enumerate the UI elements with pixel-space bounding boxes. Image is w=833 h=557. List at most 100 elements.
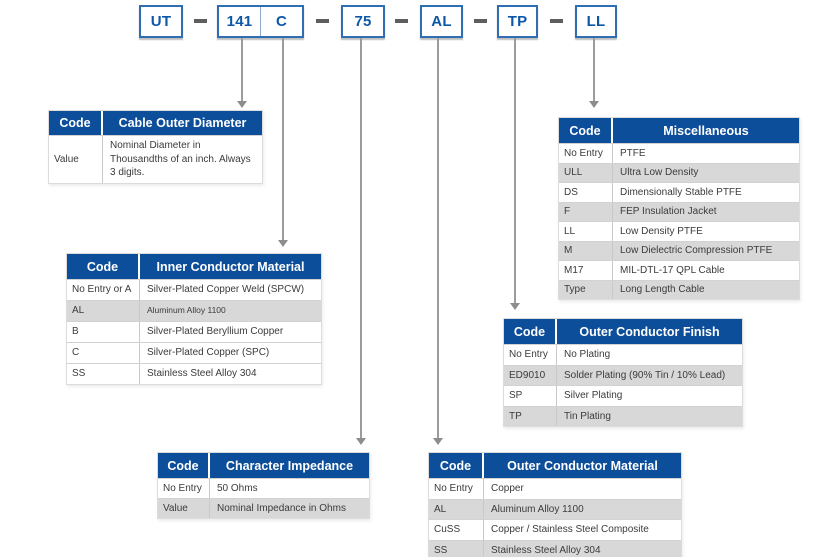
table-row: SS Stainless Steel Alloy 304 xyxy=(429,539,681,557)
desc-cell: Silver-Plated Copper Weld (SPCW) xyxy=(147,284,305,296)
part-code-label: LL xyxy=(586,13,606,30)
code-cell: DS xyxy=(559,183,613,202)
table-row: CuSS Copper / Stainless Steel Composite xyxy=(429,519,681,540)
table-header: Code Outer Conductor Finish xyxy=(504,319,742,344)
desc-cell: Aluminum Alloy 1100 xyxy=(147,305,226,316)
arrow-down-icon xyxy=(510,303,520,310)
table-row: AL Aluminum Alloy 1100 xyxy=(67,300,321,321)
table-cable-outer-diameter: Code Cable Outer Diameter Value Nominal … xyxy=(48,110,263,184)
code-cell: No Entry xyxy=(158,479,210,498)
desc-cell: Low Dielectric Compression PTFE xyxy=(620,245,773,256)
table-header: Code Inner Conductor Material xyxy=(67,254,321,279)
table-title: Miscellaneous xyxy=(663,123,749,138)
table-row: C Silver-Plated Copper (SPC) xyxy=(67,342,321,363)
table-row: LL Low Density PTFE xyxy=(559,221,799,241)
table-row: M17 MIL-DTL-17 QPL Cable xyxy=(559,260,799,280)
desc-cell: Silver-Plated Copper (SPC) xyxy=(147,347,270,359)
code-column-header: Code xyxy=(429,453,484,478)
code-cell: No Entry or A xyxy=(67,280,140,300)
desc-cell: Tin Plating xyxy=(564,410,611,422)
code-cell: Value xyxy=(49,136,103,183)
code-column-header: Code xyxy=(158,453,210,478)
desc-cell: Silver-Plated Beryllium Copper xyxy=(147,326,284,338)
table-row: DS Dimensionally Stable PTFE xyxy=(559,182,799,202)
code-cell: SS xyxy=(67,364,140,384)
code-cell: CuSS xyxy=(429,520,484,540)
table-row: M Low Dielectric Compression PTFE xyxy=(559,240,799,260)
table-outer-conductor-finish: Code Outer Conductor Finish No Entry No … xyxy=(503,318,743,427)
connector-line-ll xyxy=(593,38,595,101)
table-row: No Entry PTFE xyxy=(559,143,799,163)
code-cell: TP xyxy=(504,406,557,426)
table-row: SP Silver Plating xyxy=(504,385,742,406)
table-row: No Entry Copper xyxy=(429,478,681,499)
part-code-label: 141 xyxy=(226,13,253,30)
part-code-box-ll: LL xyxy=(575,5,617,38)
code-cell: AL xyxy=(429,499,484,519)
part-code-label: TP xyxy=(507,13,528,30)
table-character-impedance: Code Character Impedance No Entry 50 Ohm… xyxy=(157,452,370,519)
desc-cell: Nominal Impedance in Ohms xyxy=(217,502,346,514)
arrow-down-icon xyxy=(433,438,443,445)
code-cell: ED9010 xyxy=(504,365,557,385)
table-row: No Entry or A Silver-Plated Copper Weld … xyxy=(67,279,321,300)
table-inner-conductor-material: Code Inner Conductor Material No Entry o… xyxy=(66,253,322,385)
table-row: F FEP Insulation Jacket xyxy=(559,201,799,221)
code-cell: No Entry xyxy=(429,479,484,499)
desc-cell: MIL-DTL-17 QPL Cable xyxy=(620,264,725,276)
connector-line-tp xyxy=(514,38,516,303)
table-outer-conductor-material: Code Outer Conductor Material No Entry C… xyxy=(428,452,682,557)
desc-cell: Silver Plating xyxy=(564,390,623,401)
table-row: Value Nominal Impedance in Ohms xyxy=(158,498,369,518)
desc-cell: Solder Plating (90% Tin / 10% Lead) xyxy=(564,369,726,381)
table-row: TP Tin Plating xyxy=(504,405,742,426)
desc-cell: Dimensionally Stable PTFE xyxy=(620,186,742,198)
code-cell: ULL xyxy=(559,163,613,182)
table-row: No Entry No Plating xyxy=(504,344,742,365)
desc-cell: Ultra Low Density xyxy=(620,167,699,178)
table-header: Code Miscellaneous xyxy=(559,118,799,143)
arrow-down-icon xyxy=(356,438,366,445)
table-header: Code Cable Outer Diameter xyxy=(49,111,262,135)
desc-cell: 50 Ohms xyxy=(217,482,258,494)
code-cell: No Entry xyxy=(559,144,613,163)
part-code-box-tp: TP xyxy=(497,5,538,38)
code-cell: LL xyxy=(559,222,613,241)
part-code-label: C xyxy=(260,7,302,36)
desc-cell: No Plating xyxy=(564,349,611,360)
table-row: AL Aluminum Alloy 1100 xyxy=(429,498,681,519)
dash-icon xyxy=(316,19,329,23)
code-column-header: Code xyxy=(559,118,613,143)
code-column-header: Code xyxy=(49,111,103,135)
table-title: Character Impedance xyxy=(225,458,354,473)
code-cell: M17 xyxy=(559,261,613,280)
code-cell: SS xyxy=(429,540,484,557)
connector-line-c xyxy=(282,38,284,240)
code-cell: Value xyxy=(158,499,210,518)
code-cell: No Entry xyxy=(504,345,557,365)
arrow-down-icon xyxy=(278,240,288,247)
dash-icon xyxy=(474,19,487,23)
table-title: Outer Conductor Finish xyxy=(579,324,720,339)
arrow-down-icon xyxy=(237,101,247,108)
dash-icon xyxy=(550,19,563,23)
part-code-label: UT xyxy=(150,13,172,30)
table-row: B Silver-Plated Beryllium Copper xyxy=(67,321,321,342)
dash-icon xyxy=(395,19,408,23)
table-row: No Entry 50 Ohms xyxy=(158,478,369,498)
desc-cell: Stainless Steel Alloy 304 xyxy=(491,544,601,556)
code-column-header: Code xyxy=(504,319,557,344)
part-code-box-141c: 141 C xyxy=(217,5,304,38)
desc-cell: Long Length Cable xyxy=(620,284,705,295)
connector-line-141 xyxy=(241,38,243,101)
code-cell: B xyxy=(67,322,140,342)
table-row: Type Long Length Cable xyxy=(559,279,799,299)
desc-cell: Copper / Stainless Steel Composite xyxy=(491,524,649,535)
desc-cell: Low Density PTFE xyxy=(620,225,703,237)
desc-cell: PTFE xyxy=(620,147,646,159)
dash-icon xyxy=(194,19,207,23)
code-column-header: Code xyxy=(67,254,140,279)
table-miscellaneous: Code Miscellaneous No Entry PTFE ULL Ult… xyxy=(558,117,800,300)
table-row: ED9010 Solder Plating (90% Tin / 10% Lea… xyxy=(504,364,742,385)
